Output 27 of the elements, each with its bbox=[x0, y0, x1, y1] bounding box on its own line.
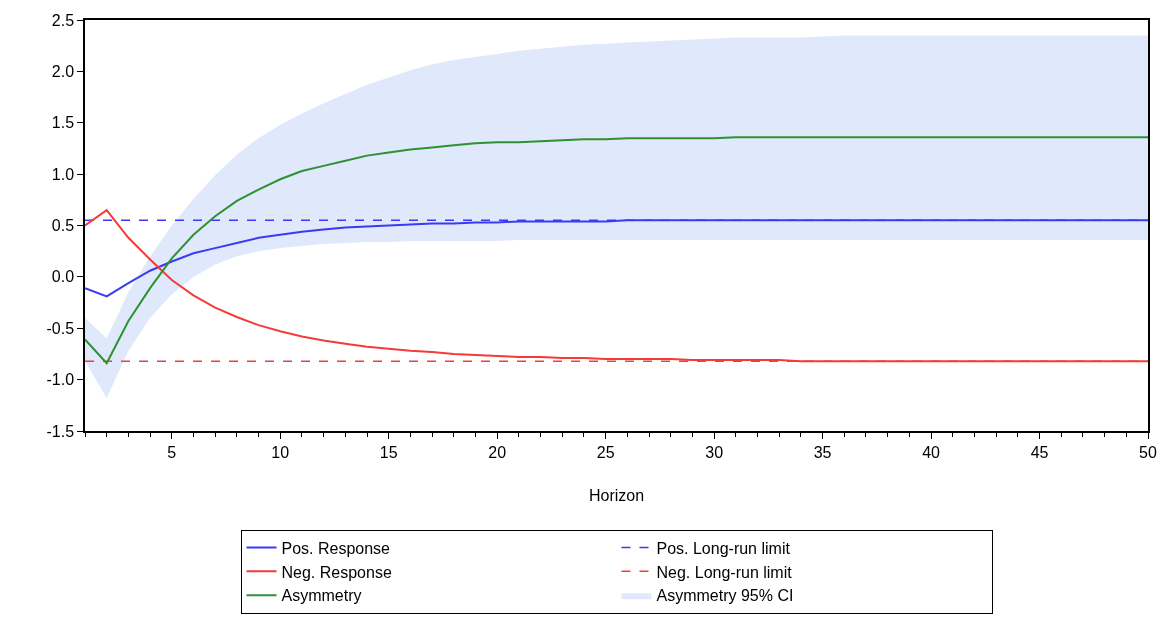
x-tick-label: 45 bbox=[1030, 443, 1049, 461]
y-tick-label: 0.0 bbox=[51, 268, 75, 286]
x-tick-label: 25 bbox=[596, 443, 615, 461]
legend-label: Asymmetry bbox=[281, 587, 362, 605]
x-tick-label: 30 bbox=[705, 443, 724, 461]
y-tick-label: 0.5 bbox=[51, 217, 75, 235]
x-tick-label: 20 bbox=[488, 443, 507, 461]
line-series bbox=[85, 136, 1148, 365]
x-tick-label: 15 bbox=[379, 443, 398, 461]
y-tick-label: 2.5 bbox=[51, 11, 75, 29]
x-tick-label: 35 bbox=[813, 443, 832, 461]
y-tick-label: 2.0 bbox=[51, 62, 75, 80]
y-tick-label: -1.0 bbox=[46, 371, 75, 389]
y-tick-label: 1.0 bbox=[51, 165, 75, 183]
x-axis-title: Horizon bbox=[588, 487, 645, 505]
y-tick-label: -0.5 bbox=[46, 319, 75, 337]
legend-label: Neg. Response bbox=[281, 563, 392, 581]
text: Asymmetry 95% CI bbox=[656, 587, 794, 605]
legend-label: Pos. Response bbox=[281, 539, 391, 557]
x-tick-label: 5 bbox=[167, 443, 177, 461]
legend-label: Neg. Long-run limit bbox=[656, 563, 793, 581]
x-tick-label: 40 bbox=[922, 443, 941, 461]
y-tick-label: 1.5 bbox=[51, 114, 75, 132]
y-tick-label: -1.5 bbox=[46, 422, 75, 440]
legend-label: Pos. Long-run limit bbox=[656, 539, 791, 557]
x-tick-label: 10 bbox=[271, 443, 290, 461]
x-tick-label: 50 bbox=[1139, 443, 1157, 461]
